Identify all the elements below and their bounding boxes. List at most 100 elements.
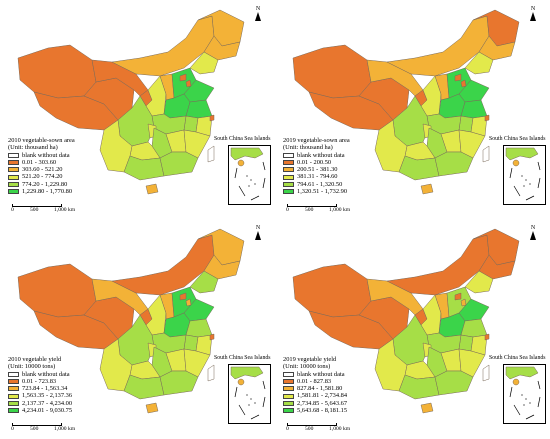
legend-unit: (Unit: 10000 tons) [8,363,56,371]
province-shanghai [209,333,215,341]
province-liaoning [189,51,219,75]
province-guangxi [398,155,440,181]
province-guangxi [123,155,165,181]
province-guangdong [159,370,199,396]
legend-label: blank without data [22,370,70,378]
province-guangdong [434,151,474,177]
province-anhui [183,115,199,133]
legend-swatch [8,386,19,392]
province-guangxi [398,374,440,400]
legend-row: 1,563.35 - 2,137.36 [8,392,72,399]
province-jiangsu [185,99,213,119]
legend-unit: (Unit: thousand ha) [8,144,58,152]
province-shanghai [484,333,490,341]
legend-row: 0.01 - 200.50 [283,159,350,166]
legend-label: 200.51 - 381.30 [297,166,338,174]
legend-row: 0.01 - 303.60 [8,159,75,166]
inset-coast [505,147,539,161]
inset-coast [505,366,539,380]
island-dot [254,183,256,185]
legend-label: 0.01 - 723.83 [22,377,57,385]
legend: 2010 vegetable yield (Unit: 10000 tons) bl… [8,356,72,414]
legend-row-blank: blank without data [283,152,350,159]
island-dot [525,398,527,400]
legend-swatch [283,189,294,195]
province-tianjin [460,79,467,88]
legend-label: 794.61 - 1,320.50 [297,180,343,188]
legend-row: 1,581.81 - 2,734.84 [283,392,347,399]
legend-label: blank without data [297,370,345,378]
legend-title: 2019 vegetable-sown area [283,137,350,144]
legend-row-blank: blank without data [8,152,75,159]
province-tianjin [185,298,192,307]
scale-bar-labels: 0 500 1,000 km [286,207,357,214]
inset-label: South China Sea Islands [489,136,546,142]
legend-row: 1,320.51 - 1,732.90 [283,188,350,195]
legend-label: blank without data [297,151,345,159]
legend-row: 723.84 - 1,563.34 [8,385,72,392]
island-dot [521,175,523,177]
legend-swatch [283,408,294,414]
province-xinjiang [17,44,97,99]
legend-label: 381.31 - 794.60 [297,173,338,181]
island-dot [250,179,252,181]
north-arrow-icon: N [253,225,263,240]
china-province-map [292,228,520,414]
scale-bar-line [12,204,62,207]
province-xinjiang [17,263,97,318]
nine-dash-line [509,161,541,201]
north-arrow-head [255,231,261,240]
scale-bar-line [287,204,337,207]
legend-row: 774.20 - 1,229.80 [8,181,75,188]
north-arrow-icon: N [253,6,263,21]
legend-swatch [283,393,294,399]
scale-zero: 0 [11,207,14,213]
province-jiangsu [460,318,488,338]
inset-map [505,147,541,201]
legend-swatch [8,371,19,377]
province-guangdong [434,370,474,396]
island-dot [529,402,531,404]
province-tianjin [185,79,192,88]
inset-hainan [512,159,520,167]
legend-row: 0.01 - 827.83 [283,378,347,385]
scale-end: 1,000 km [329,426,351,432]
island-dot [523,185,525,187]
province-guangdong [159,151,199,177]
scale-bar-line [12,423,62,426]
legend-label: 0.01 - 303.60 [22,158,57,166]
inset-map [505,366,541,420]
province-taiwan [207,364,215,382]
legend-row: 794.61 - 1,320.50 [283,181,350,188]
province-taiwan [207,145,215,163]
legend-swatch [8,408,19,414]
legend-swatch [8,400,19,406]
legend-label: 4,234.01 - 9,030.75 [22,407,73,415]
china-province-map [292,9,520,195]
province-anhui [458,115,474,133]
scale-end: 1,000 km [329,207,351,213]
scale-bar: 0 500 1,000 km [11,423,82,433]
legend-label: 2,137.37 - 4,234.00 [22,399,73,407]
north-label: N [255,6,261,12]
province-hainan [420,402,434,414]
scale-bar: 0 500 1,000 km [286,423,357,433]
province-guangxi [123,374,165,400]
legend-row: 4,234.01 - 9,030.75 [8,407,72,414]
legend-title: 2010 vegetable-sown area [8,137,75,144]
province-liaoning [189,270,219,294]
inset-label: South China Sea Islands [214,136,271,142]
island-dot [521,394,523,396]
inset-hainan [237,159,245,167]
scale-zero: 0 [11,426,14,432]
north-arrow-icon: N [528,225,538,240]
island-dot [523,404,525,406]
inset-hainan [512,378,520,386]
legend-label: 723.84 - 1,563.34 [22,385,68,393]
legend-unit: (Unit: 10000 tons) [283,363,331,371]
map-panel: N 2019 vegetable-sown area (Unit: thousand… [275,0,550,219]
scale-mid: 500 [30,426,39,432]
legend-swatch [283,379,294,385]
legend: 2010 vegetable-sown area (Unit: thousand … [8,137,75,195]
north-arrow-head [530,231,536,240]
